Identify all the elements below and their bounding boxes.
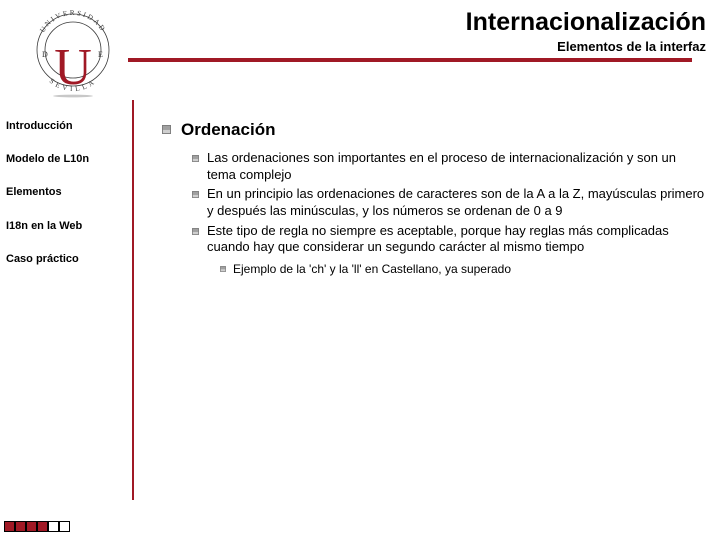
nav-item-caso-practico[interactable]: Caso práctico [4,253,130,286]
bullet-icon [192,155,199,162]
sub-list-item: Ejemplo de la 'ch' y la 'll' en Castella… [220,262,708,277]
sub-bullet-list: Ejemplo de la 'ch' y la 'll' en Castella… [220,262,708,277]
list-item-text: Las ordenaciones son importantes en el p… [207,150,708,183]
bullet-icon [192,228,199,235]
list-item-text: Este tipo de regla no siempre es aceptab… [207,223,708,256]
bullet-icon [162,125,171,134]
list-item-text: En un principio las ordenaciones de cara… [207,186,708,219]
progress-indicator [4,521,70,532]
svg-text:D: D [42,50,48,59]
section-heading: Ordenación [181,120,275,140]
svg-text:U: U [54,39,92,96]
main-content: Ordenación Las ordenaciones son importan… [162,120,708,277]
university-logo: UNIVERSIDAD SEVILLA D E U [32,10,114,98]
nav-item-modelo[interactable]: Modelo de L10n [4,153,130,186]
svg-text:E: E [98,50,103,59]
vertical-divider [132,100,134,500]
progress-square [15,521,26,532]
header-divider [128,58,692,62]
progress-square [37,521,48,532]
bullet-icon [192,191,199,198]
nav-item-i18n-web[interactable]: I18n en la Web [4,220,130,253]
progress-square [48,521,59,532]
progress-square [4,521,15,532]
nav-item-introduccion[interactable]: Introducción [4,120,130,153]
nav-item-elementos[interactable]: Elementos [4,186,130,219]
sub-list-item-text: Ejemplo de la 'ch' y la 'll' en Castella… [233,262,511,277]
list-item: Las ordenaciones son importantes en el p… [192,150,708,183]
list-item: Este tipo de regla no siempre es aceptab… [192,223,708,256]
sidebar-nav: Introducción Modelo de L10n Elementos I1… [4,120,130,286]
bullet-list: Las ordenaciones son importantes en el p… [192,150,708,256]
bullet-icon [220,266,226,272]
progress-square [26,521,37,532]
progress-square [59,521,70,532]
list-item: En un principio las ordenaciones de cara… [192,186,708,219]
